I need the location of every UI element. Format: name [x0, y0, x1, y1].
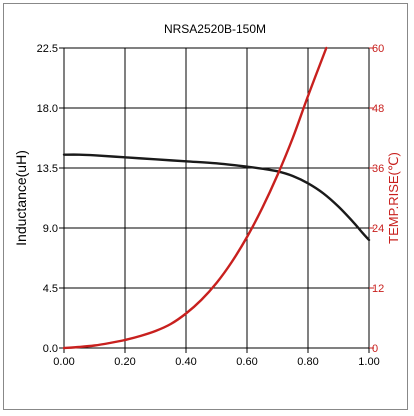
plot-area-border: [63, 47, 370, 349]
x-tick-label: 0.00: [53, 356, 74, 368]
y-tick-label: 22.5: [37, 43, 58, 55]
x-tick-label: 0.80: [297, 356, 318, 368]
y-axis-label: Inductance(uH): [13, 150, 29, 246]
x-tick-label: 1.00: [358, 356, 379, 368]
x-tick-label: 0.40: [175, 356, 196, 368]
inductance-series-line: [62, 153, 371, 242]
x-axis-ticks: 0.00 0.20 0.40 0.60 0.80 1.00: [53, 348, 380, 368]
y2-tick-label: 60: [372, 43, 384, 55]
y-tick-label: 4.5: [43, 283, 58, 295]
series-lines: [62, 46, 371, 350]
y2-tick-label: 12: [372, 283, 384, 295]
x-tick-label: 0.60: [236, 356, 257, 368]
y2-tick-label: 0: [372, 343, 378, 355]
y-tick-label: 0.0: [43, 343, 58, 355]
chart-title: NRSA2520B-150M: [164, 22, 266, 36]
y-tick-label: 13.5: [37, 163, 58, 175]
y2-tick-label: 24: [372, 223, 384, 235]
y-tick-label: 9.0: [43, 223, 58, 235]
x-tick-label: 0.20: [114, 356, 135, 368]
left-axis-ticks: 0.0 4.5 9.0 13.5 18.0 22.5: [37, 43, 64, 355]
y2-tick-label: 48: [372, 103, 384, 115]
temp-rise-series-line: [62, 46, 328, 350]
y2-tick-label: 36: [372, 163, 384, 175]
y2-axis-label: TEMP.RISE(℃): [386, 152, 401, 244]
right-axis-ticks: 0 12 24 36 48 60: [369, 43, 384, 355]
y-tick-label: 18.0: [37, 103, 58, 115]
grid-lines: [64, 48, 369, 348]
chart-frame: [3, 3, 408, 410]
